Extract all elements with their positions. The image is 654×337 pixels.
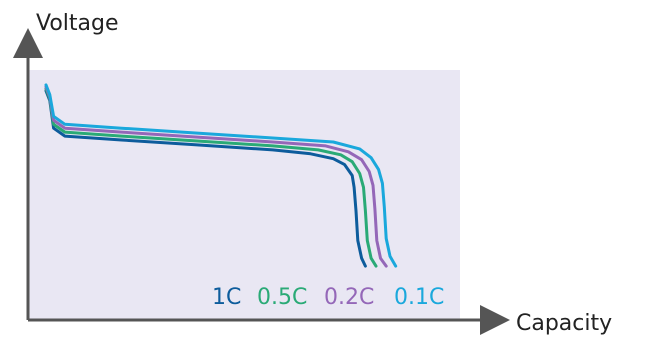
series-line-0-1c	[44, 83, 398, 268]
x-axis-label: Capacity	[516, 311, 612, 336]
series-label-1c: 1C	[212, 285, 241, 310]
series-line-0-2c	[44, 85, 388, 268]
plot-area-background	[28, 70, 460, 320]
series-layer	[44, 83, 398, 268]
series-label-0-2c: 0.2C	[324, 285, 374, 310]
series-label-layer: 1C 0.5C 0.2C 0.1C	[212, 285, 444, 310]
series-line-0-5c	[44, 87, 378, 268]
series-line-1c	[44, 89, 367, 268]
y-axis-label: Voltage	[36, 11, 119, 36]
series-label-0-5c: 0.5C	[257, 285, 307, 310]
series-label-0-1c: 0.1C	[394, 285, 444, 310]
